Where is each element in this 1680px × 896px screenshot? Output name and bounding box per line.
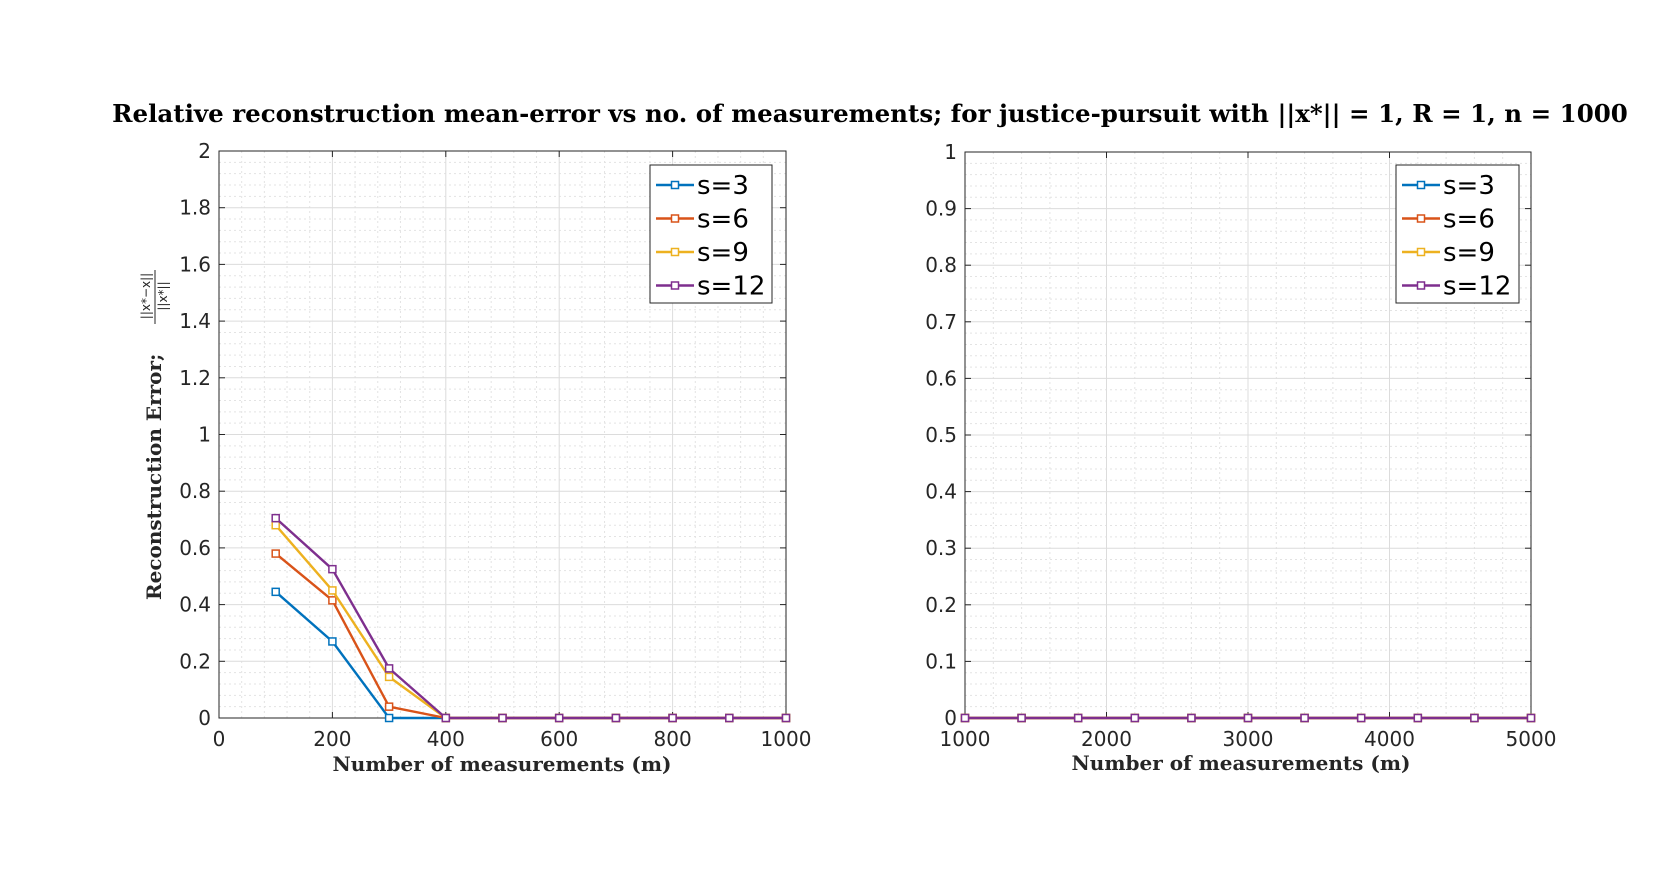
right-legend-label: s=9: [1443, 238, 1495, 268]
left-data-point: [271, 513, 280, 523]
right-legend-label: s=6: [1443, 205, 1495, 235]
right-data-point: [1356, 713, 1366, 723]
right-x-tick-label: 5000: [1506, 727, 1557, 751]
right-data-point: [960, 713, 970, 723]
left-y-tick-label: 1: [198, 423, 211, 447]
left-legend-swatch-marker: [670, 214, 680, 223]
left-x-tick-label: 400: [427, 727, 465, 751]
left-y-tick-label: 0: [198, 706, 211, 730]
right-data-point: [1413, 713, 1423, 723]
left-legend-label: s=12: [697, 272, 765, 302]
left-legend-label: s=3: [697, 171, 749, 201]
left-legend-swatch-marker: [670, 180, 680, 190]
left-data-point: [271, 520, 280, 530]
left-y-axis-label-main: Reconstruction Error;: [142, 354, 166, 600]
left-x-tick-label: 1000: [761, 727, 812, 751]
left-x-tick-label: 200: [313, 727, 351, 751]
right-x-tick-label: 4000: [1364, 727, 1415, 751]
right-data-point: [1130, 713, 1140, 723]
left-y-tick-label: 2: [198, 139, 211, 163]
left-data-point: [781, 713, 791, 723]
right-legend-label: s=3: [1443, 171, 1495, 201]
right-x-tick-label: 3000: [1223, 727, 1274, 751]
left-y-tick-label: 0.6: [179, 536, 211, 560]
right-legend-label: s=12: [1443, 272, 1511, 302]
right-y-tick-label: 0.8: [925, 253, 957, 277]
right-legend-swatch-marker: [1416, 281, 1426, 290]
left-data-point: [328, 586, 337, 595]
right-plot: Number of measurements (m) 1000 2000 3000 4…: [925, 140, 1556, 775]
left-y-axis-label-denominator: ||x*||: [156, 281, 170, 310]
left-data-point: [271, 587, 280, 597]
right-x-tick-label: 2000: [1081, 727, 1132, 751]
left-y-tick-label: 0.2: [179, 649, 211, 673]
left-legend: s=3 s=6s=9 s=12: [649, 164, 773, 304]
right-x-axis-label: Number of measurements (m): [1072, 751, 1411, 775]
left-data-point: [328, 596, 337, 605]
left-y-tick-label: 0.4: [179, 593, 211, 617]
left-y-tick-label: 1.2: [179, 366, 211, 390]
right-y-tick-label: 0.1: [925, 649, 957, 673]
left-y-tick-label: 1.4: [179, 309, 211, 333]
left-legend-box: [649, 164, 773, 304]
right-y-tick-label: 0.5: [925, 423, 957, 447]
left-data-point: [384, 713, 394, 723]
left-y-tick-label: 1.8: [179, 196, 211, 220]
right-data-point: [1470, 713, 1479, 723]
left-legend-swatch-marker: [670, 281, 680, 290]
left-plot: Reconstruction Error; ||x*−x|| ||x*|| Nu…: [139, 139, 811, 776]
right-legend-box: [1395, 164, 1520, 304]
left-data-point: [328, 637, 337, 646]
left-data-point: [328, 564, 337, 574]
left-data-point: [725, 713, 734, 723]
left-x-tick-label: 600: [540, 727, 578, 751]
right-y-tick-label: 0.2: [925, 593, 957, 617]
left-y-axis-label: Reconstruction Error; ||x*−x|| ||x*||: [139, 270, 170, 600]
right-series-s=12: [960, 713, 1536, 723]
right-data-point: [1526, 713, 1536, 723]
left-data-point: [554, 713, 564, 723]
right-y-tick-label: 0.3: [925, 536, 957, 560]
right-y-tick-label: 0.4: [925, 480, 957, 504]
left-legend-swatch-marker: [670, 247, 680, 257]
right-legend-swatch-marker: [1416, 214, 1426, 223]
right-data-point: [1187, 713, 1196, 723]
right-legend-swatch-marker: [1416, 247, 1426, 257]
right-data-point: [1243, 713, 1253, 723]
left-x-tick-label: 0: [213, 727, 226, 751]
left-y-tick-label: 0.8: [179, 479, 211, 503]
right-legend-swatch-marker: [1416, 180, 1426, 190]
figure-title: Relative reconstruction mean-error vs no…: [112, 99, 1628, 128]
left-y-tick-label: 1.6: [179, 252, 211, 276]
right-legend: s=3 s=6s=9 s=12: [1395, 164, 1520, 304]
right-y-tick-label: 0.9: [925, 197, 957, 221]
left-series-s=12: [271, 513, 791, 723]
left-x-axis-label: Number of measurements (m): [333, 752, 672, 776]
left-data-point: [611, 713, 621, 723]
left-x-tick-label: 800: [654, 727, 692, 751]
left-data-point: [271, 549, 280, 558]
left-data-point: [384, 672, 394, 682]
left-legend-label: s=6: [697, 205, 749, 235]
left-data-point: [498, 713, 507, 723]
right-y-tick-label: 1: [944, 140, 957, 164]
left-data-point: [384, 664, 394, 673]
right-y-tick-label: 0: [944, 706, 957, 730]
right-data-point: [1300, 713, 1309, 723]
left-legend-label: s=9: [697, 238, 749, 268]
right-y-tick-label: 0.6: [925, 366, 957, 390]
right-data-point: [1073, 713, 1083, 723]
left-data-point: [441, 713, 451, 723]
right-y-tick-label: 0.7: [925, 310, 957, 334]
left-y-axis-label-numerator: ||x*−x||: [139, 273, 153, 319]
left-data-point: [384, 702, 394, 711]
right-x-tick-label: 1000: [940, 727, 991, 751]
right-data-point: [1017, 713, 1026, 723]
left-series-line: [274, 517, 786, 720]
left-data-point: [668, 713, 677, 723]
